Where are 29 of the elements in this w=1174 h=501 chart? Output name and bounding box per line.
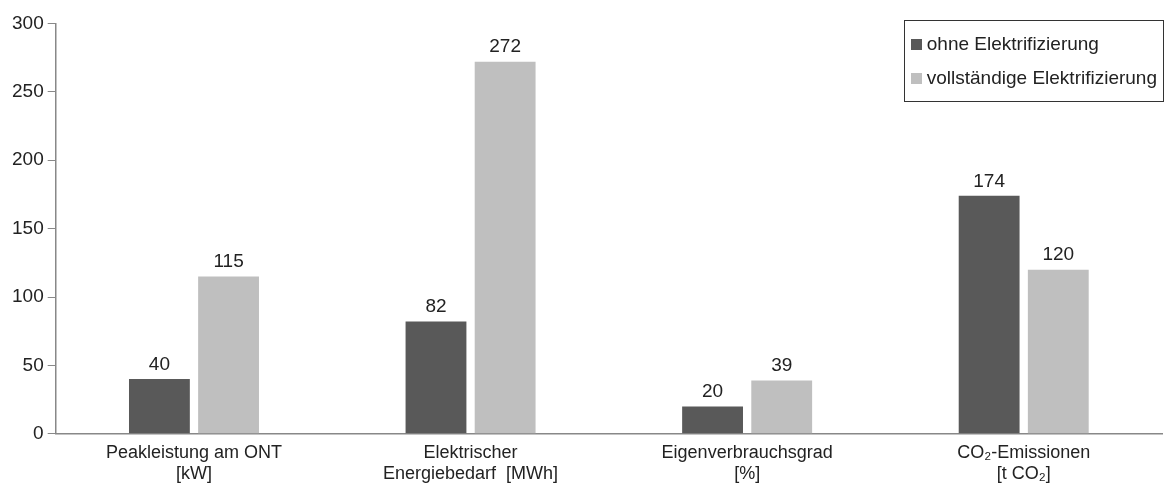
y-tick-label: 300 (12, 11, 44, 33)
y-tick-label: 50 (22, 353, 44, 375)
y-tick-label: 250 (12, 80, 44, 102)
bar (958, 195, 1020, 434)
y-tick-label: 200 (12, 148, 44, 170)
y-tick-label: 150 (12, 216, 44, 238)
bar (1027, 269, 1089, 434)
data-label: 82 (425, 295, 447, 317)
data-label: 120 (1042, 243, 1075, 265)
data-label: 20 (702, 380, 724, 402)
legend-label: vollständige Elektrifizierung (926, 66, 1157, 90)
data-label: 272 (489, 35, 521, 57)
data-label: 174 (973, 169, 1006, 191)
x-tick-label: Peakleistung am ONT [kW] (105, 441, 283, 484)
x-tick-label: CO₂-Emissionen [t CO₂] (957, 441, 1091, 484)
x-tick-label: Eigenverbrauchsgrad [%] (661, 441, 833, 484)
bar (751, 380, 813, 434)
legend-label: ohne Elektrifizierung (926, 32, 1099, 56)
y-tick-label: 0 (33, 422, 44, 444)
bar (474, 61, 536, 434)
bar (198, 276, 259, 434)
bar (405, 321, 467, 434)
data-label: 39 (771, 354, 793, 376)
data-label: 40 (148, 352, 170, 374)
bar (682, 406, 743, 434)
bar (128, 379, 190, 434)
y-tick-label: 100 (12, 285, 44, 307)
x-tick-label: Elektrischer Energiebedarf [MWh] (383, 441, 559, 484)
data-label: 115 (213, 250, 244, 272)
